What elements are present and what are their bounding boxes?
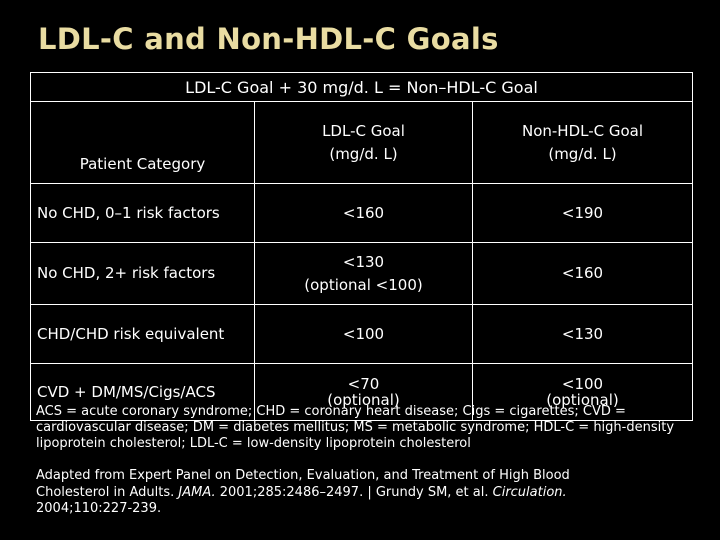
header-ldl-goal-label: LDL-C Goal xyxy=(322,121,405,140)
row-ldl-goal: <70 (optional) xyxy=(254,363,473,421)
row-ldl-goal: <100 xyxy=(254,304,473,364)
table-header-row: Patient Category LDL-C Goal (mg/d. L) No… xyxy=(30,101,693,184)
row-ldl-goal-value: <70 xyxy=(347,375,380,393)
row-ldl-goal: <130 (optional <100) xyxy=(254,242,473,305)
header-nonhdl-goal-label: Non-HDL-C Goal xyxy=(521,121,644,140)
row-nonhdl-goal-note: (optional) xyxy=(546,391,619,409)
header-nonhdl-goal-unit: (mg/d. L) xyxy=(548,144,617,163)
row-ldl-goal-value: <130 xyxy=(342,252,385,271)
row-category: CHD/CHD risk equivalent xyxy=(30,304,255,364)
header-nonhdl-goal: Non-HDL-C Goal (mg/d. L) xyxy=(472,101,693,184)
row-ldl-goal-note: (optional <100) xyxy=(304,275,423,294)
table-row: No CHD, 2+ risk factors <130 (optional <… xyxy=(30,242,693,305)
row-nonhdl-goal: <130 xyxy=(472,304,693,364)
header-ldl-goal: LDL-C Goal (mg/d. L) xyxy=(254,101,473,184)
citation-text: Adapted from Expert Panel on Detection, … xyxy=(36,468,570,500)
citation-journal: JAMA. xyxy=(178,484,216,500)
page-title: LDL-C and Non-HDL-C Goals xyxy=(38,22,499,56)
row-nonhdl-goal: <100 (optional) xyxy=(472,363,693,421)
row-nonhdl-goal: <160 xyxy=(472,242,693,305)
table-row: CHD/CHD risk equivalent <100 <130 xyxy=(30,304,693,364)
table-banner: LDL-C Goal + 30 mg/d. L = Non–HDL-C Goal xyxy=(30,72,693,102)
citation-journal: Circulation. xyxy=(492,484,567,500)
source-citation: Adapted from Expert Panel on Detection, … xyxy=(36,468,596,518)
table-row: CVD + DM/MS/Cigs/ACS <70 (optional) <100… xyxy=(30,363,693,421)
row-category: CVD + DM/MS/Cigs/ACS xyxy=(30,363,255,421)
row-nonhdl-goal-value: <100 xyxy=(561,375,604,393)
row-nonhdl-goal: <190 xyxy=(472,183,693,243)
goals-table: LDL-C Goal + 30 mg/d. L = Non–HDL-C Goal… xyxy=(30,72,693,421)
row-ldl-goal: <160 xyxy=(254,183,473,243)
citation-text: 2004;110:227-239. xyxy=(36,501,162,516)
table-row: No CHD, 0–1 risk factors <160 <190 xyxy=(30,183,693,243)
header-ldl-goal-unit: (mg/d. L) xyxy=(329,144,398,163)
row-category: No CHD, 2+ risk factors xyxy=(30,242,255,305)
citation-text: 2001;285:2486–2497. | Grundy SM, et al. xyxy=(215,484,493,500)
row-category: No CHD, 0–1 risk factors xyxy=(30,183,255,243)
row-ldl-goal-note: (optional) xyxy=(327,391,400,409)
abbreviations-footnote: ACS = acute coronary syndrome; CHD = cor… xyxy=(36,404,675,451)
header-patient-category: Patient Category xyxy=(30,101,255,184)
